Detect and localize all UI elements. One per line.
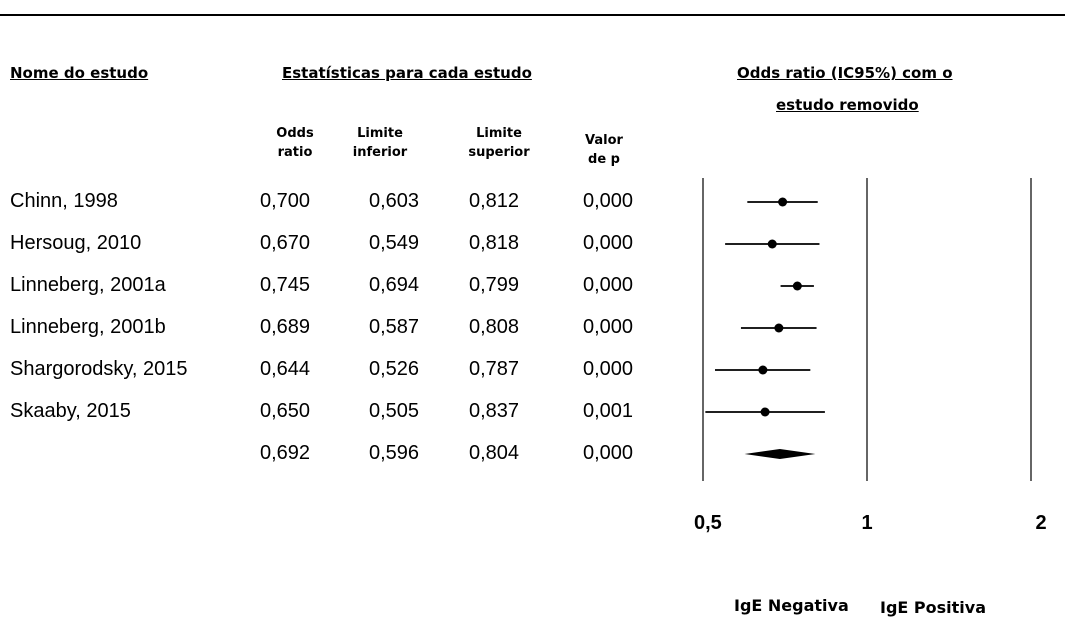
summary-diamond [744,449,816,459]
odds-ratio-cell: 0,689 [260,316,311,338]
upper-limit-cell: 0,799 [469,274,520,296]
odds-ratio-cell: 0,644 [260,358,311,380]
upper-limit-cell: 0,804 [469,442,520,464]
odds-ratio-cell: 0,650 [260,400,311,422]
odds-ratio-point [778,197,788,207]
odds-ratio-cell: 0,745 [260,274,311,296]
odds-ratio-point [758,365,768,375]
odds-ratio-cell: 0,700 [260,190,311,212]
odds-ratio-cell: 0,692 [260,442,311,464]
header-statistics: Estatísticas para cada estudo [282,64,532,82]
p-value-cell: 0,000 [583,274,634,296]
study-name-cell: Linneberg, 2001b [10,316,166,338]
x-tick-label: 1 [861,512,873,534]
upper-limit-cell: 0,837 [469,400,520,422]
subheader-p-value: Valor de p [585,133,623,167]
upper-limit-cell: 0,812 [469,190,520,212]
study-name-cell: Hersoug, 2010 [10,232,142,254]
upper-limit-cell: 0,787 [469,358,520,380]
study-name-cell: Skaaby, 2015 [10,400,131,422]
study-name-cell: Linneberg, 2001a [10,274,166,296]
p-value-cell: 0,000 [583,316,634,338]
top-rule [0,14,1065,16]
lower-limit-cell: 0,587 [369,316,420,338]
x-tick-label: 0,5 [694,512,722,534]
favor-label-left: IgE Negativa [734,596,849,615]
header-study-name: Nome do estudo [10,64,149,82]
lower-limit-cell: 0,526 [369,358,420,380]
odds-ratio-point [774,323,784,333]
study-name-cell: Shargorodsky, 2015 [10,358,188,380]
subheader-upper: Limite superior [468,126,530,160]
lower-limit-cell: 0,505 [369,400,420,422]
favor-label-right: IgE Positiva [880,598,986,617]
p-value-cell: 0,000 [583,232,634,254]
header-plot-title-line1: Odds ratio (IC95%) com o [737,64,953,82]
subheader-odds-ratio: Odds ratio [276,126,314,160]
odds-ratio-point [792,281,802,291]
upper-limit-cell: 0,808 [469,316,520,338]
lower-limit-cell: 0,603 [369,190,420,212]
upper-limit-cell: 0,818 [469,232,520,254]
odds-ratio-cell: 0,670 [260,232,311,254]
subheader-lower: Limite inferior [352,126,408,160]
p-value-cell: 0,000 [583,190,634,212]
p-value-cell: 0,000 [583,442,634,464]
header-plot-title-line2: estudo removido [776,96,919,114]
lower-limit-cell: 0,694 [369,274,420,296]
lower-limit-cell: 0,549 [369,232,420,254]
study-name-cell: Chinn, 1998 [10,190,118,212]
p-value-cell: 0,000 [583,358,634,380]
odds-ratio-point [760,407,770,417]
odds-ratio-point [767,239,777,249]
lower-limit-cell: 0,596 [369,442,420,464]
x-tick-label: 2 [1035,512,1047,534]
p-value-cell: 0,001 [583,400,634,422]
